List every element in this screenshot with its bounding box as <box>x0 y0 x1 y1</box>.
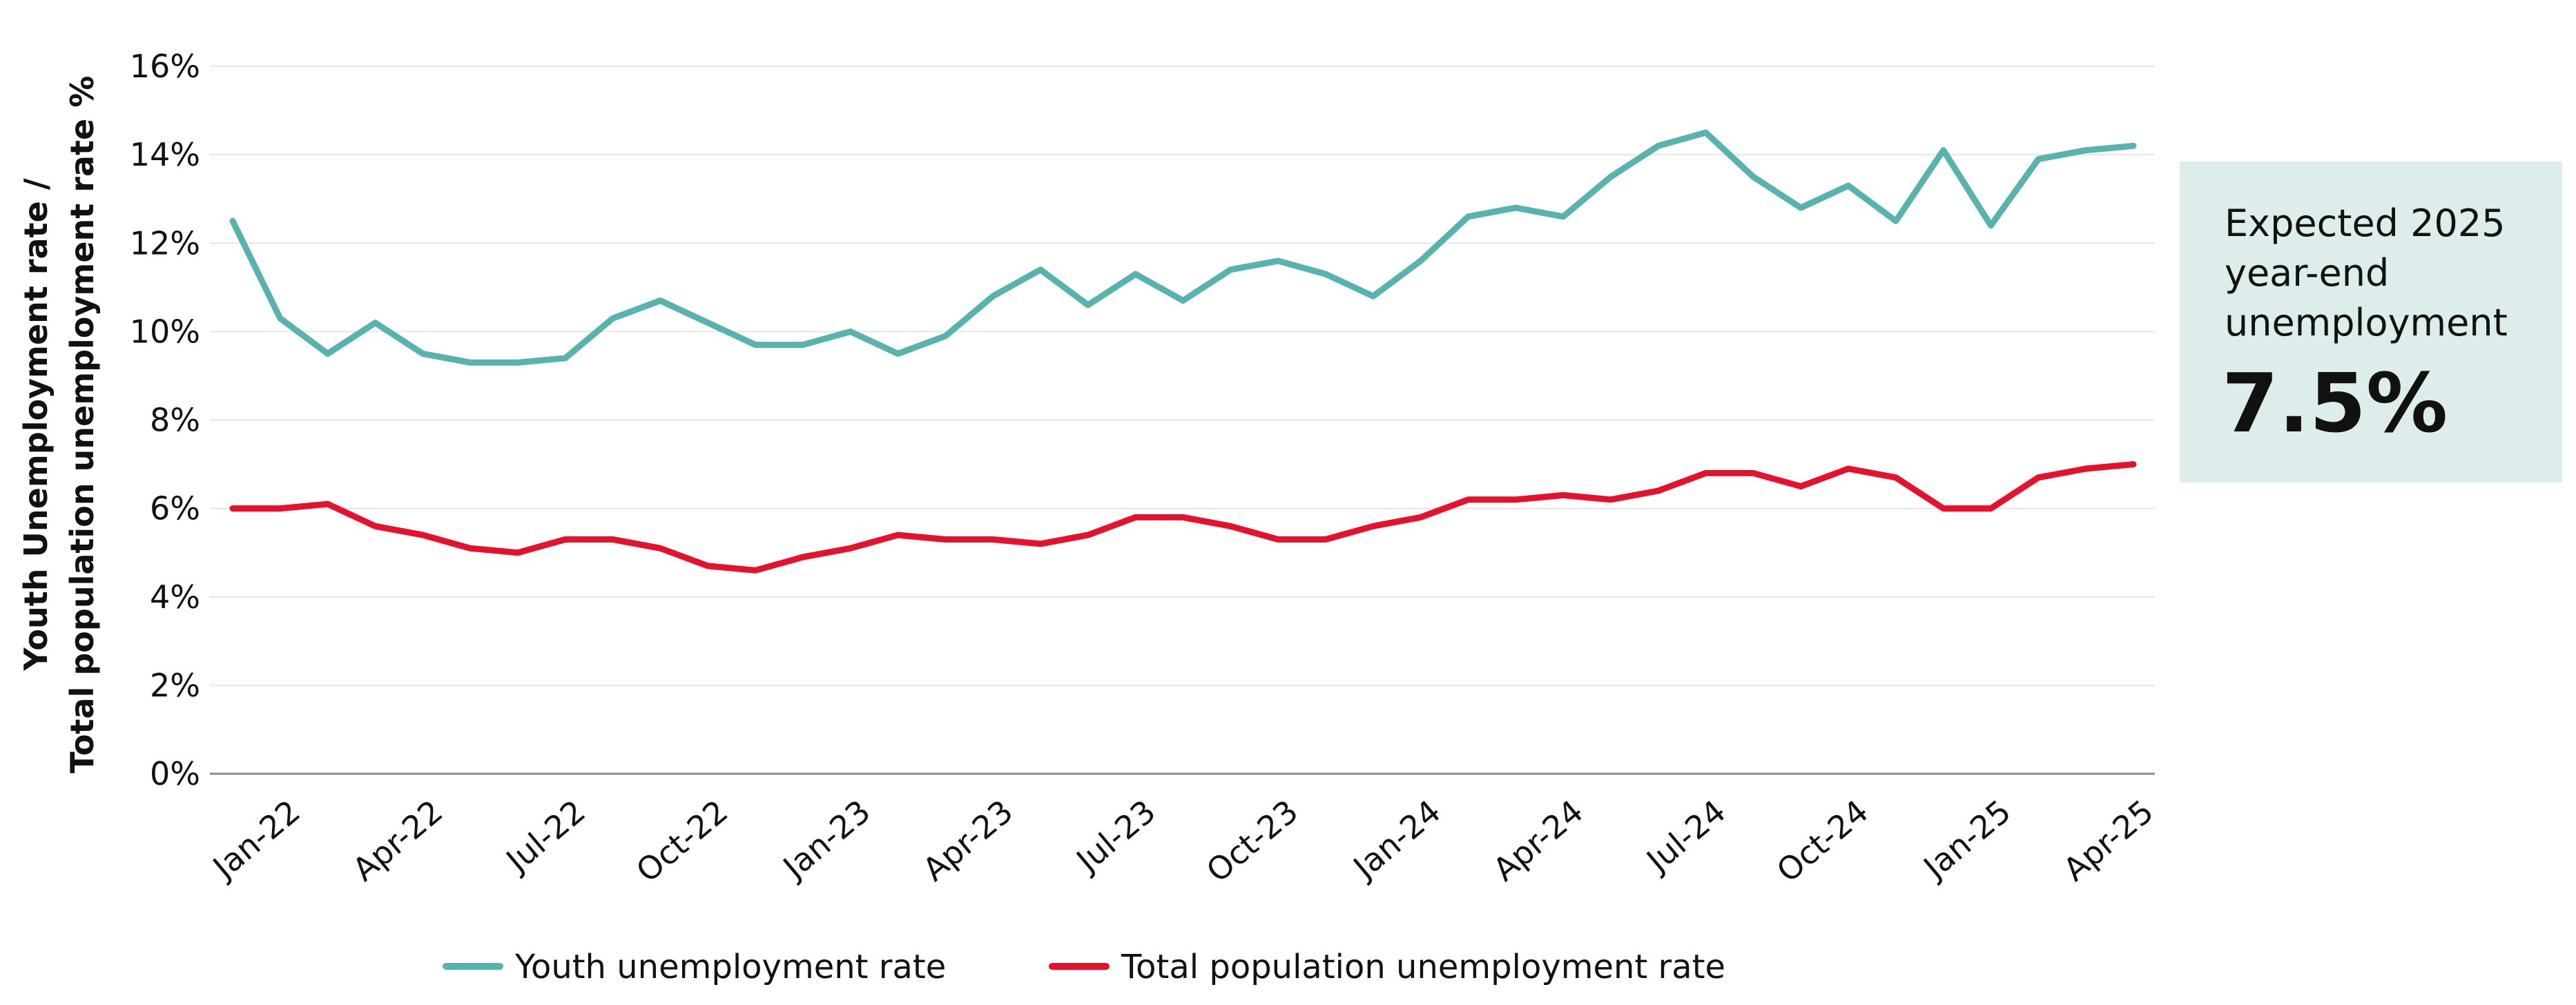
y-tick-label: 2% <box>150 667 200 704</box>
x-tick-label: Jan-23 <box>775 792 878 887</box>
x-tick-label: Apr-22 <box>345 792 449 888</box>
x-tick-label: Jan-24 <box>1345 792 1448 887</box>
x-tick-label: Jul-23 <box>1068 792 1163 880</box>
y-tick-label: 12% <box>130 224 200 262</box>
annotation-text: year-end <box>2225 251 2389 295</box>
annotation-text: Expected 2025 <box>2225 202 2506 245</box>
x-tick-label: Oct-24 <box>1770 792 1875 890</box>
y-axis-label: Total population unemployment rate % <box>64 76 101 774</box>
y-tick-label: 14% <box>130 136 200 173</box>
legend-label: Total population unemployment rate <box>1121 948 1725 986</box>
x-tick-label: Apr-23 <box>916 792 1020 888</box>
y-tick-label: 4% <box>150 578 200 616</box>
x-tick-label: Apr-25 <box>2056 792 2160 888</box>
legend-label: Youth unemployment rate <box>514 948 946 986</box>
series-line <box>229 461 2137 574</box>
x-tick-label: Oct-22 <box>629 792 735 890</box>
annotation-box <box>2180 162 2562 482</box>
y-tick-label: 16% <box>130 48 200 85</box>
x-tick-label: Jan-22 <box>204 792 307 887</box>
x-tick-label: Apr-24 <box>1486 792 1590 888</box>
y-tick-label: 8% <box>150 402 200 439</box>
y-axis-label: Youth Unemployment rate / <box>17 178 55 672</box>
x-tick-label: Jul-24 <box>1638 792 1733 880</box>
x-tick-label: Oct-23 <box>1199 792 1305 890</box>
y-tick-label: 10% <box>130 313 200 350</box>
series-line <box>229 129 2137 366</box>
annotation-text: unemployment <box>2225 301 2508 344</box>
y-tick-label: 6% <box>150 490 200 527</box>
x-tick-label: Jan-25 <box>1915 792 2018 887</box>
x-tick-label: Jul-22 <box>498 792 592 880</box>
annotation-value: 7.5% <box>2222 355 2448 451</box>
y-tick-label: 0% <box>150 755 200 792</box>
